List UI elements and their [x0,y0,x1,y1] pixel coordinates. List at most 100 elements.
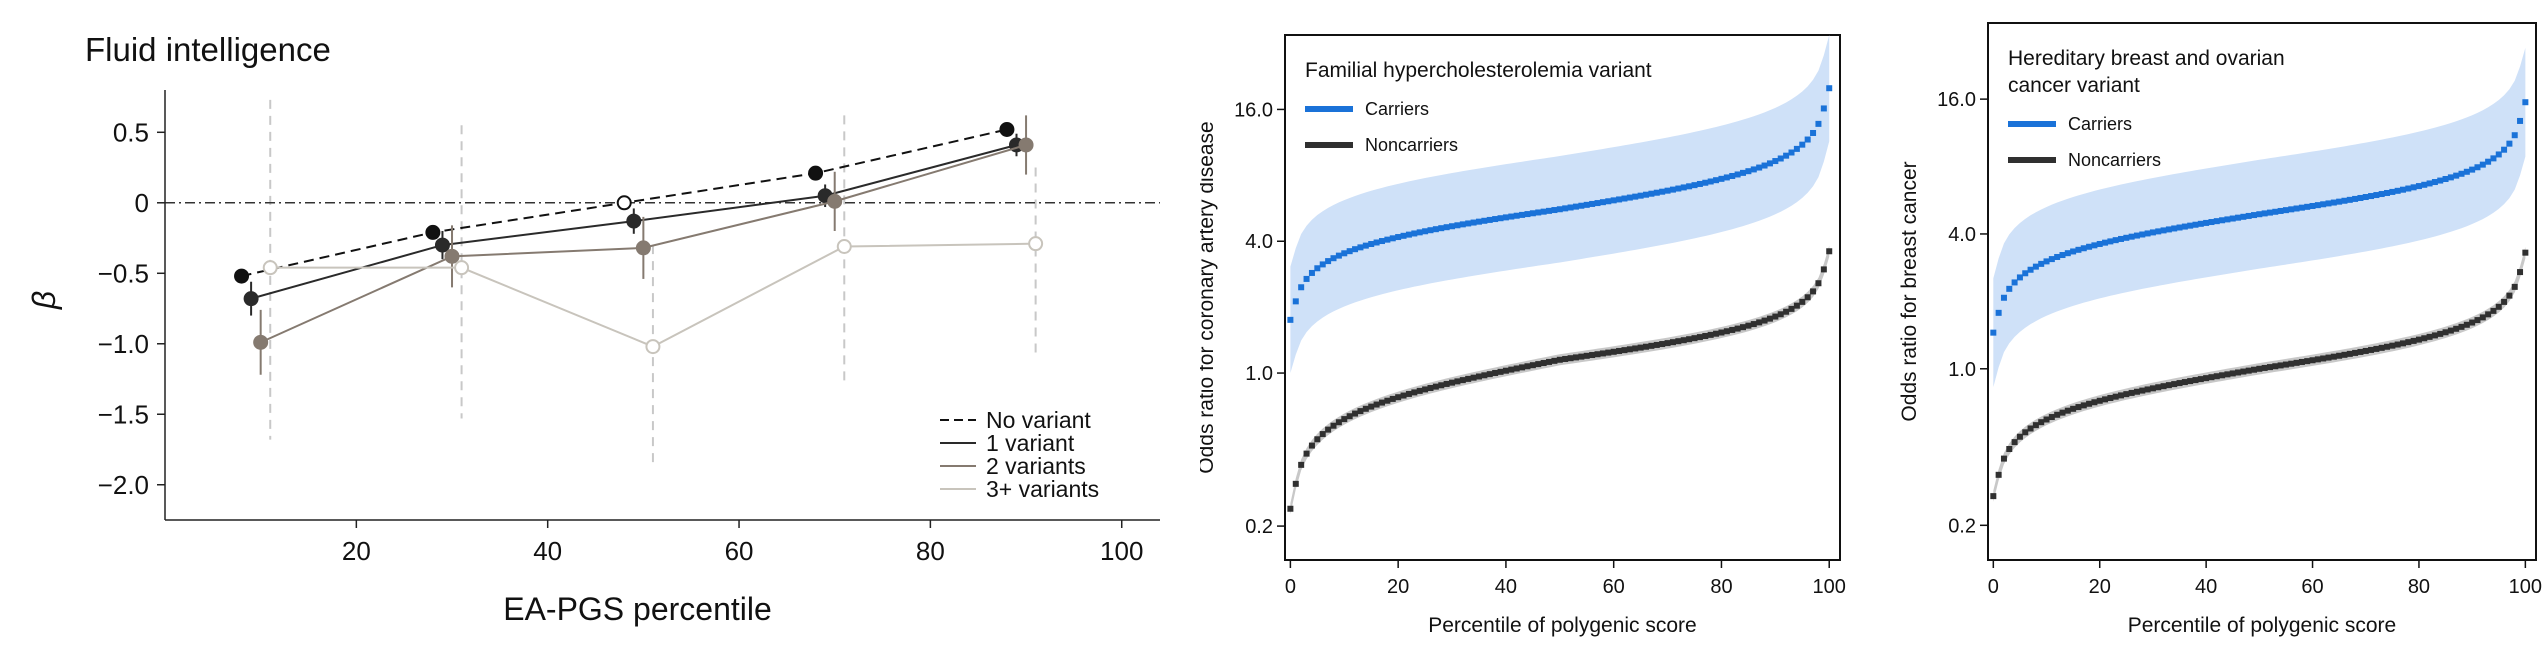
data-point-carriers [2118,235,2125,242]
data-point-carriers [1648,190,1655,197]
x-tick-label: 80 [2408,576,2430,598]
data-point-carriers [2070,248,2077,255]
x-tick-label: 20 [1387,576,1409,598]
data-point-noncarriers [1815,280,1822,287]
data-point-carriers [2187,222,2194,229]
data-point-carriers [1346,248,1353,255]
data-point-noncarriers [1546,358,1553,365]
data-point-carriers [1826,85,1833,92]
data-point-noncarriers [2016,433,2023,440]
data-point-carriers [2245,212,2252,219]
x-tick-label: 0 [1988,576,1999,598]
x-tick-label: 60 [1603,576,1625,598]
data-point-noncarriers [2357,348,2364,355]
data-point-carriers [1551,207,1558,214]
data-point-noncarriers [2458,323,2465,330]
data-point-noncarriers [2187,378,2194,385]
data-point [262,260,278,276]
data-point-carriers [2352,195,2359,202]
data-point-noncarriers [2086,400,2093,407]
data-point-noncarriers [2080,402,2087,409]
data-point-noncarriers [1750,321,1757,328]
data-point-carriers [2314,202,2321,209]
data-point [645,339,661,355]
data-point-noncarriers [2000,455,2007,462]
data-point-carriers [1783,152,1790,159]
data-point-noncarriers [2006,446,2013,453]
data-point-carriers [2346,196,2353,203]
data-point-noncarriers [2293,359,2300,366]
data-point-noncarriers [2298,358,2305,365]
data-point-carriers [2038,260,2045,267]
data-point-carriers [1298,284,1305,291]
plot-frame [1987,22,2537,561]
data-point-carriers [1691,182,1698,189]
data-point-carriers [2080,245,2087,252]
data-point-carriers [1990,329,1997,336]
data-point-noncarriers [2128,389,2135,396]
data-point-carriers [1454,222,1461,229]
data-point-carriers [2144,230,2151,237]
data-point-noncarriers [1486,371,1493,378]
data-point-noncarriers [1400,392,1407,399]
data-point-carriers [1325,258,1332,265]
x-axis-label: EA-PGS percentile [503,591,772,627]
data-point-carriers [2240,213,2247,220]
data-point-carriers [1632,193,1639,200]
data-point-noncarriers [2171,381,2178,388]
y-tick-label: 1.0 [1948,359,1976,381]
data-point-carriers [2469,166,2476,173]
data-point-carriers [2490,155,2497,162]
data-point-noncarriers [2394,341,2401,348]
data-point-noncarriers [2447,327,2454,334]
data-point-noncarriers [2309,357,2316,364]
data-point-noncarriers [1783,308,1790,315]
legend-label: 1 variant [986,430,1075,456]
data-point-carriers [2251,212,2258,219]
data-point-carriers [1497,215,1504,222]
data-point-carriers [1335,252,1342,259]
data-point-carriers [2495,151,2502,158]
data-point-carriers [1713,177,1720,184]
data-point-noncarriers [2160,383,2167,390]
data-point-carriers [2517,117,2524,124]
data-point [234,268,250,284]
data-point-noncarriers [2091,399,2098,406]
data-point [425,224,441,240]
data-point-carriers [2373,192,2380,199]
data-point-carriers [1308,269,1315,276]
hboc-variant-panel: 0.2 1.0 4.0 16.0 0 20 40 60 80 100 Percentile of p… [1886,0,2546,666]
data-point-noncarriers [1653,341,1660,348]
data-point-carriers [1422,228,1429,235]
data-point-noncarriers [1524,363,1531,370]
data-point-carriers [1696,180,1703,187]
data-point-noncarriers [1292,480,1299,487]
data-point-carriers [1562,205,1569,212]
data-point-carriers [2165,226,2172,233]
data-point [243,291,259,307]
data-point-carriers [1513,212,1520,219]
data-point-carriers [2320,201,2327,208]
data-point-carriers [2048,256,2055,263]
data-point-noncarriers [2149,385,2156,392]
data-point-noncarriers [2261,364,2268,371]
data-point-carriers [2197,220,2204,227]
data-point-noncarriers [1756,319,1763,326]
data-point-carriers [1810,129,1817,136]
data-point-noncarriers [2431,332,2438,339]
data-point-carriers [1416,229,1423,236]
data-point [626,213,642,229]
data-point-noncarriers [1713,330,1720,337]
data-point-carriers [2203,219,2210,226]
data-point-noncarriers [1616,347,1623,354]
y-tick-label: 16.0 [1937,89,1976,111]
data-point-carriers [1815,120,1822,127]
data-point-noncarriers [1605,349,1612,356]
data-point-noncarriers [1519,364,1526,371]
data-point-carriers [2463,168,2470,175]
x-tick-label: 100 [1813,576,1846,598]
y-tick-label: −2.0 [98,470,149,500]
data-point-carriers [2394,187,2401,194]
data-point-carriers [2256,211,2263,218]
data-point-carriers [1734,171,1741,178]
